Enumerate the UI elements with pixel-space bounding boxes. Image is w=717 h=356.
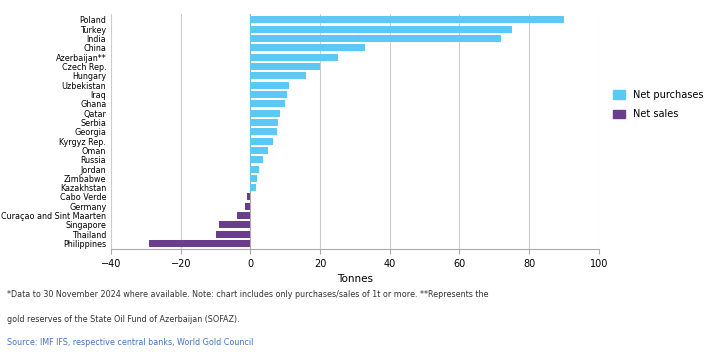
Bar bbox=[237, 212, 250, 219]
Bar bbox=[247, 194, 250, 200]
Bar bbox=[149, 240, 250, 247]
Bar bbox=[250, 54, 338, 61]
Bar bbox=[250, 175, 257, 182]
X-axis label: Tonnes: Tonnes bbox=[337, 274, 373, 284]
Bar bbox=[250, 26, 512, 33]
Text: *Data to 30 November 2024 where available. Note: chart includes only purchases/s: *Data to 30 November 2024 where availabl… bbox=[7, 290, 489, 299]
Bar bbox=[245, 203, 250, 210]
Bar bbox=[216, 231, 250, 238]
Bar bbox=[250, 156, 262, 163]
Bar bbox=[250, 91, 287, 98]
Bar bbox=[250, 184, 256, 191]
Bar bbox=[250, 44, 366, 51]
Bar bbox=[250, 166, 259, 173]
Bar bbox=[250, 128, 277, 135]
Bar bbox=[219, 221, 250, 229]
Bar bbox=[250, 110, 280, 116]
Bar bbox=[250, 63, 320, 70]
Bar bbox=[250, 16, 564, 23]
Bar bbox=[250, 137, 273, 145]
Bar bbox=[250, 82, 289, 89]
Bar bbox=[250, 35, 501, 42]
Text: Source: IMF IFS, respective central banks, World Gold Council: Source: IMF IFS, respective central bank… bbox=[7, 338, 254, 347]
Bar bbox=[250, 119, 278, 126]
Bar bbox=[250, 72, 306, 79]
Legend: Net purchases, Net sales: Net purchases, Net sales bbox=[609, 85, 708, 124]
Bar bbox=[250, 100, 285, 107]
Bar bbox=[250, 147, 268, 154]
Text: gold reserves of the State Oil Fund of Azerbaijan (SOFAZ).: gold reserves of the State Oil Fund of A… bbox=[7, 315, 239, 324]
